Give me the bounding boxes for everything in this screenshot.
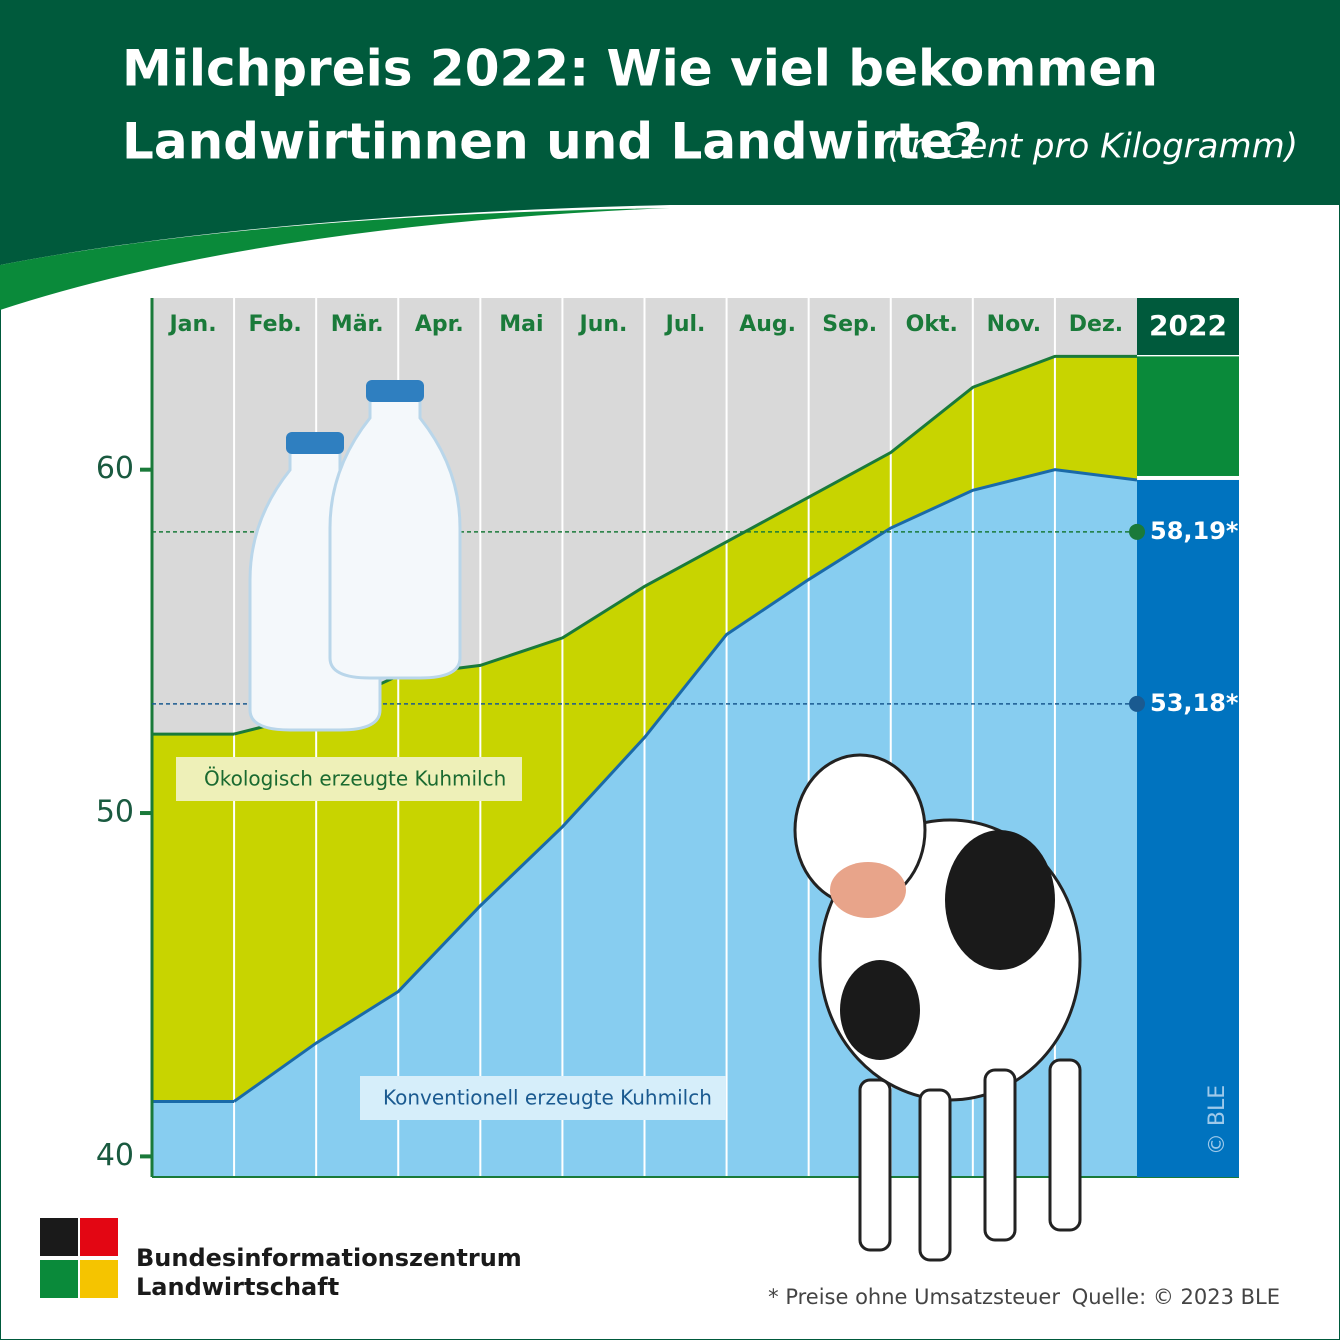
- x-tick-label: Aug.: [739, 312, 796, 337]
- logo: [40, 1218, 118, 1298]
- x-tick-label: Dez.: [1069, 312, 1123, 337]
- publisher: Landwirtschaft: [136, 1273, 339, 1301]
- subtitle: (in Cent pro Kilogramm): [888, 127, 1298, 167]
- title-line: Milchpreis 2022: Wie viel bekommen: [122, 40, 1158, 98]
- cow-leg: [858, 1078, 892, 1252]
- cow-spot: [945, 830, 1055, 970]
- y-tick-label: 50: [96, 795, 134, 830]
- x-tick-label: Jun.: [578, 312, 628, 337]
- legend-label: Konventionell erzeugte Kuhmilch: [383, 1086, 712, 1110]
- cow-nose: [830, 862, 906, 918]
- cow-spot: [840, 960, 920, 1060]
- annual-eco-block: [1137, 356, 1239, 476]
- y-tick-label: 40: [96, 1138, 134, 1173]
- header-curve: [0, 205, 670, 265]
- swoosh: [0, 208, 670, 310]
- series-line: [233, 468, 1138, 1103]
- title-line: Landwirtinnen und Landwirte?: [122, 113, 982, 171]
- plot: Jan. Feb. Mär. Apr. Mai Jun. Jul. Aug. Sep. Okt. N…: [96, 298, 1239, 1262]
- cow-leg: [983, 1068, 1017, 1242]
- x-tick-label: Jan.: [168, 312, 217, 337]
- x-tick-label: Sep.: [822, 312, 877, 337]
- source: Quelle: © 2023 BLE: [1072, 1285, 1280, 1309]
- annual-header: [1137, 298, 1239, 355]
- average-label: 53,18*: [1150, 689, 1239, 717]
- bottle: [328, 386, 462, 680]
- average-dot: [1129, 523, 1145, 540]
- cow-leg: [918, 1088, 952, 1262]
- legend-box: [176, 757, 522, 801]
- header-band: [0, 0, 1340, 205]
- bottle-cap: [286, 432, 344, 454]
- y-tick-label: 60: [96, 451, 134, 486]
- x-tick-label: Mai: [499, 312, 543, 337]
- x-tick-label: Jul.: [664, 312, 706, 337]
- footnote: * Preise ohne Umsatzsteuer: [768, 1285, 1060, 1309]
- average-label: 58,19*: [1150, 517, 1239, 545]
- cow-leg: [1048, 1058, 1082, 1232]
- publisher: Bundesinformationszentrum: [136, 1244, 522, 1272]
- x-tick-label: Mär.: [331, 312, 384, 337]
- annual-label: 2022: [1149, 309, 1227, 342]
- x-tick-label: Okt.: [906, 312, 958, 337]
- legend-box: [360, 1076, 726, 1120]
- x-tick-label: Nov.: [987, 312, 1041, 337]
- legend-label: Ökologisch erzeugte Kuhmilch: [204, 767, 506, 791]
- x-tick-label: Feb.: [249, 312, 302, 337]
- bottle-cap: [366, 380, 424, 402]
- average-dot: [1129, 695, 1145, 712]
- copyright: © BLE: [1205, 1085, 1230, 1155]
- annual-conv-block: [1137, 479, 1239, 1177]
- series-line: [233, 354, 1137, 736]
- x-tick-label: Apr.: [415, 312, 464, 337]
